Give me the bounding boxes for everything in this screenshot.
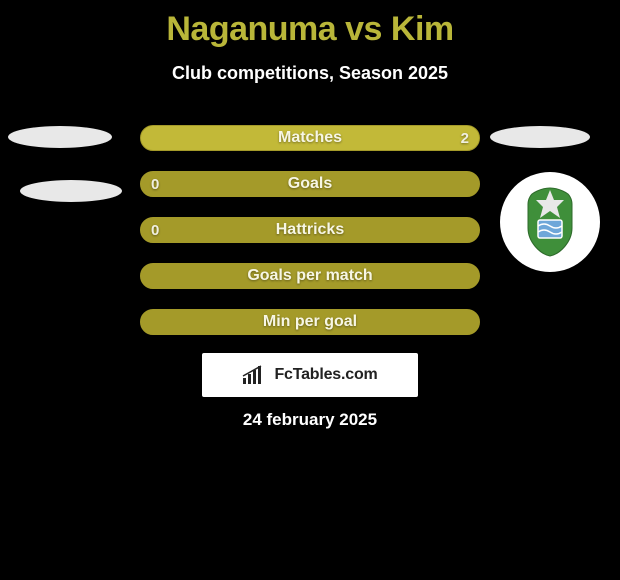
fctables-link[interactable]: FcTables.com xyxy=(202,353,418,397)
fctables-label: FcTables.com xyxy=(274,366,377,384)
stat-label: Min per goal xyxy=(141,313,479,331)
footer-date: 24 february 2025 xyxy=(0,410,620,430)
stat-row-goals: 0 Goals xyxy=(140,171,480,197)
stat-row-hattricks: 0 Hattricks xyxy=(140,217,480,243)
stat-label: Matches xyxy=(141,129,479,147)
stat-row-min-per-goal: Min per goal xyxy=(140,309,480,335)
stat-right-value: 2 xyxy=(461,130,469,147)
club-crest-icon xyxy=(512,184,588,260)
right-player-ellipse xyxy=(490,126,590,148)
club-crest-bg xyxy=(500,172,600,272)
page-title: Naganuma vs Kim xyxy=(0,0,620,49)
stat-row-matches: Matches 2 xyxy=(140,125,480,151)
comparison-card: Naganuma vs Kim Club competitions, Seaso… xyxy=(0,0,620,580)
stat-label: Goals xyxy=(141,175,479,193)
left-player-ellipse-2 xyxy=(20,180,122,202)
page-subtitle: Club competitions, Season 2025 xyxy=(0,63,620,84)
stats-table: Matches 2 0 Goals 0 Hattricks Goals per … xyxy=(140,125,480,355)
right-club-badge xyxy=(500,172,600,272)
stat-label: Goals per match xyxy=(141,267,479,285)
stat-row-goals-per-match: Goals per match xyxy=(140,263,480,289)
bar-chart-icon xyxy=(242,364,268,386)
stat-label: Hattricks xyxy=(141,221,479,239)
left-player-ellipse-1 xyxy=(8,126,112,148)
